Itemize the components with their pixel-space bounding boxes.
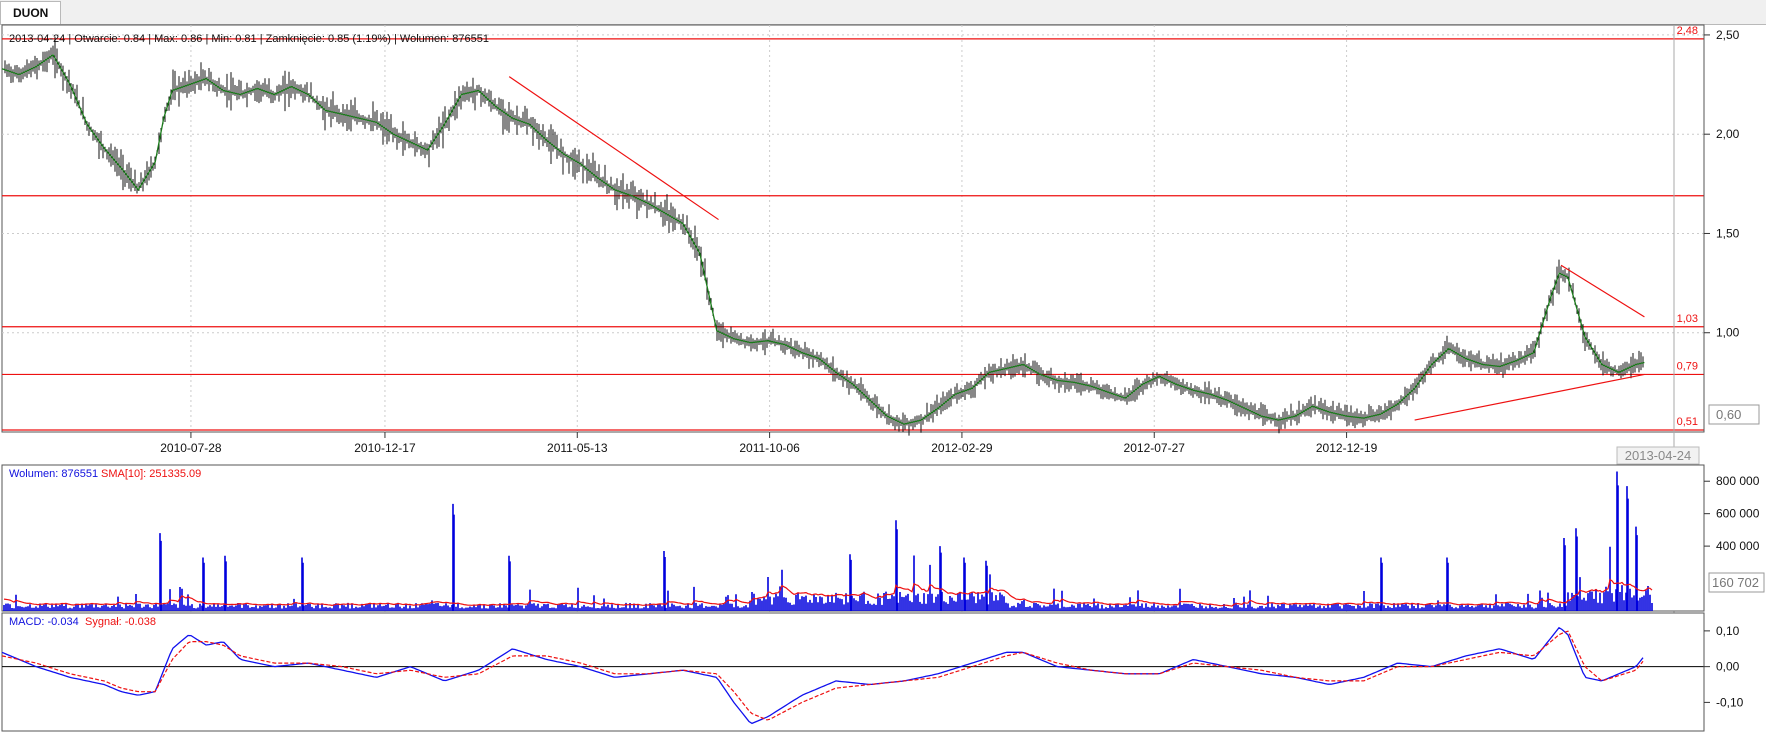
volume-bar-series xyxy=(3,471,1653,611)
volume-bars xyxy=(3,471,1653,611)
price-bottom-label: 0,60 xyxy=(1716,407,1741,422)
sma-label: SMA[10]: 251335.09 xyxy=(101,468,201,480)
price-levels xyxy=(2,38,1704,431)
volume-current-box xyxy=(1708,572,1765,593)
price-x-tick-label: 2012-02-29 xyxy=(931,441,993,455)
volume-current-label: 160 702 xyxy=(1712,575,1759,590)
price-y-tick-label: 2,00 xyxy=(1716,127,1740,141)
price-trend-line xyxy=(1,53,1645,425)
macd-y-axis: 0,10 0,00 -0,10 xyxy=(1703,613,1744,731)
macd-y-tick-label: -0,10 xyxy=(1716,695,1744,709)
level-label: 2,48 xyxy=(1677,25,1698,37)
price-x-tick-label: 2012-07-27 xyxy=(1124,441,1186,455)
volume-sma-line xyxy=(3,578,1653,607)
volume-y-tick-label: 800 000 xyxy=(1716,474,1760,488)
price-x-tick-label: 2010-07-28 xyxy=(160,441,222,455)
price-y-tick-label: 1,50 xyxy=(1716,226,1740,240)
level-label: 0,51 xyxy=(1677,416,1698,428)
macd-plot-frame xyxy=(1,612,1705,732)
current-date-label: 2013-04-24 xyxy=(1625,448,1692,463)
price-x-axis: 2010-07-28 2010-12-17 2011-05-13 2011-10-06… xyxy=(160,432,1378,455)
price-x-tick-label: 2011-10-06 xyxy=(739,441,800,455)
macd-label: MACD: -0.034 xyxy=(9,616,79,628)
macd-panel: MACD: -0.034 Sygnał: -0.038 0,10 0,00 -0,1… xyxy=(1,612,1744,732)
price-panel: 2013-04-24 | Otwarcie: 0.84 | Max: 0.86 … xyxy=(1,24,1760,731)
trendline xyxy=(1414,373,1645,421)
macd-line xyxy=(1,626,1644,725)
price-y-tick-label: 1,00 xyxy=(1716,326,1740,340)
price-x-tick-label: 2010-12-17 xyxy=(354,441,416,455)
level-label: 1,03 xyxy=(1677,313,1698,325)
current-date-box xyxy=(1616,446,1700,465)
price-trendlines xyxy=(508,76,1645,421)
price-header: 2013-04-24 | Otwarcie: 0.84 | Max: 0.86 … xyxy=(9,33,489,45)
volume-y-tick-label: 600 000 xyxy=(1716,507,1760,521)
price-x-tick-label: 2012-12-19 xyxy=(1316,441,1378,455)
volume-y-tick-label: 400 000 xyxy=(1716,539,1760,553)
level-label: 0,79 xyxy=(1677,360,1698,372)
volume-label: Wolumen: 876551 xyxy=(9,468,98,480)
signal-label: Sygnał: -0.038 xyxy=(85,616,156,628)
trendline xyxy=(508,76,719,221)
volume-y-axis: 800 000 600 000 400 000 xyxy=(1703,465,1760,611)
tab-symbol[interactable]: DUON xyxy=(0,1,62,24)
volume-panel: Wolumen: 876551 SMA[10]: 251335.09 800 0… xyxy=(1,464,1765,612)
price-x-tick-label: 2011-05-13 xyxy=(547,441,608,455)
macd-y-tick-label: 0,10 xyxy=(1716,624,1740,638)
price-y-axis: 2,50 2,00 1,50 1,00 xyxy=(1703,25,1740,432)
price-y-tick-label: 2,50 xyxy=(1716,28,1740,42)
volume-plot-frame xyxy=(1,464,1705,612)
signal-line xyxy=(1,630,1644,721)
price-plot-frame xyxy=(1,24,1705,433)
macd-y-tick-label: 0,00 xyxy=(1716,660,1740,674)
trendline xyxy=(1560,264,1645,318)
price-bottom-box xyxy=(1708,404,1760,425)
level-labels: 2,48 1,03 0,79 0,51 xyxy=(1677,25,1698,428)
